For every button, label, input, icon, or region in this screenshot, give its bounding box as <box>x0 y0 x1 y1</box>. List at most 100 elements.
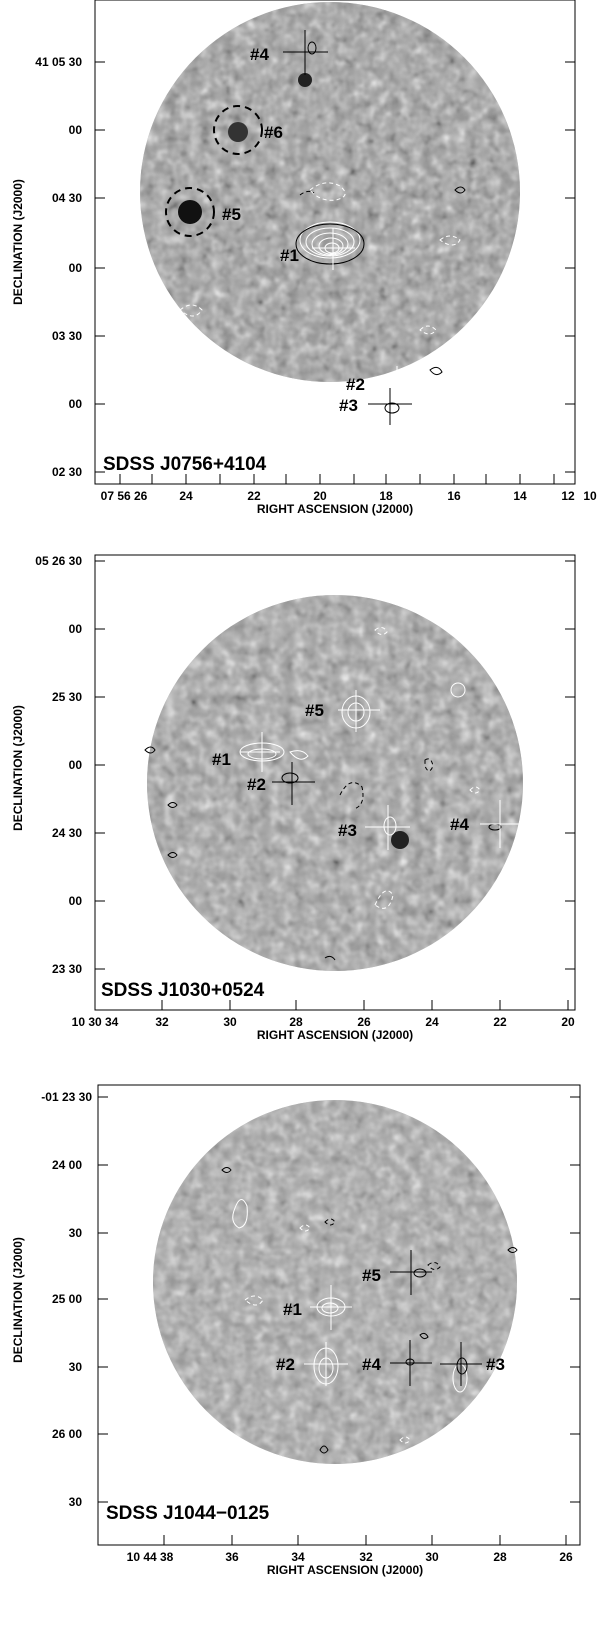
panel-3-source-labels: #1 #2 #3 #4 #5 <box>276 1266 505 1374</box>
panel-2: #1 #2 #3 #4 #5 SDSS J1030+0524 05 26 30 … <box>11 554 576 1042</box>
panel-1-black-contours <box>295 41 466 414</box>
svg-text:23 30: 23 30 <box>52 962 82 976</box>
svg-text:26: 26 <box>559 1550 573 1564</box>
svg-text:07 56 26: 07 56 26 <box>101 489 148 503</box>
svg-text:16: 16 <box>447 489 461 503</box>
svg-text:26: 26 <box>357 1015 371 1029</box>
svg-text:28: 28 <box>493 1550 507 1564</box>
panel-2-ylabel: DECLINATION (J2000) <box>11 705 25 831</box>
panel-1-contours <box>179 182 461 412</box>
svg-text:00: 00 <box>69 123 83 137</box>
svg-text:24 00: 24 00 <box>52 1158 82 1172</box>
panel-1-ytick-labels: 41 05 30 00 04 30 00 03 30 00 02 30 <box>35 55 82 479</box>
svg-text:30: 30 <box>223 1015 237 1029</box>
svg-text:20: 20 <box>313 489 327 503</box>
source-label: #1 <box>212 750 231 769</box>
svg-text:10: 10 <box>583 489 597 503</box>
source-label: #6 <box>264 123 283 142</box>
dark-blob <box>298 73 312 87</box>
source-label: #5 <box>222 205 241 224</box>
panel-3-ytick-labels: -01 23 30 24 00 30 25 00 30 26 00 30 <box>41 1090 92 1509</box>
panel-2-source-name: SDSS J1030+0524 <box>101 980 265 1001</box>
source-label: #3 <box>338 821 357 840</box>
svg-text:05 26 30: 05 26 30 <box>35 554 82 568</box>
svg-text:18: 18 <box>379 489 393 503</box>
panel-3-ylabel: DECLINATION (J2000) <box>11 1237 25 1363</box>
panel-2-ticks <box>95 560 575 1010</box>
svg-text:28: 28 <box>289 1015 303 1029</box>
svg-text:20: 20 <box>561 1015 575 1029</box>
svg-text:24: 24 <box>425 1015 439 1029</box>
svg-text:30: 30 <box>69 1360 83 1374</box>
panel-1-xlabel: RIGHT ASCENSION (J2000) <box>257 502 413 516</box>
panel-2-xtick-labels: 10 30 34 32 30 28 26 24 22 20 <box>72 1015 575 1029</box>
svg-text:04 30: 04 30 <box>52 191 82 205</box>
dark-blob <box>178 200 202 224</box>
svg-text:36: 36 <box>225 1550 239 1564</box>
source-label: #4 <box>362 1355 381 1374</box>
svg-text:00: 00 <box>69 894 83 908</box>
panel-2-ytick-labels: 05 26 30 00 25 30 00 24 30 00 23 30 <box>35 554 82 976</box>
source-label: #5 <box>362 1266 381 1285</box>
source-label: #2 <box>276 1355 295 1374</box>
panel-1-frame <box>94 0 576 485</box>
panel-2-frame <box>94 554 576 1011</box>
panel-1-dashed-circles <box>165 105 263 237</box>
panel-3: #1 #2 #3 #4 #5 SDSS J1044−0125 -01 23 30… <box>11 1084 581 1577</box>
svg-text:32: 32 <box>359 1550 373 1564</box>
svg-text:32: 32 <box>155 1015 169 1029</box>
svg-text:24 30: 24 30 <box>52 826 82 840</box>
svg-text:00: 00 <box>69 397 83 411</box>
source-label: #4 <box>450 815 469 834</box>
svg-text:30: 30 <box>69 1495 83 1509</box>
panel-2-crosshairs <box>240 690 520 850</box>
svg-text:26 00: 26 00 <box>52 1427 82 1441</box>
svg-text:41 05 30: 41 05 30 <box>35 55 82 69</box>
panel-1: #1 #2 #3 #4 #5 #6 SDSS J0756+4104 41 05 <box>11 0 597 516</box>
source-label: #1 <box>283 1300 302 1319</box>
source-label: #2 <box>346 375 365 394</box>
source-label: #3 <box>486 1355 505 1374</box>
svg-text:-01 23 30: -01 23 30 <box>41 1090 92 1104</box>
panel-1-xtick-labels: 07 56 26 24 22 20 18 16 14 12 10 <box>101 489 597 503</box>
panel-1-image <box>140 2 520 382</box>
panel-3-xlabel: RIGHT ASCENSION (J2000) <box>267 1563 423 1577</box>
panel-3-frame <box>97 1084 581 1546</box>
dark-blob <box>391 831 409 849</box>
svg-text:34: 34 <box>291 1550 305 1564</box>
panel-3-ticks <box>98 1096 580 1545</box>
source-label: #4 <box>250 45 269 64</box>
source-label: #3 <box>339 396 358 415</box>
source-label: #1 <box>280 246 299 265</box>
svg-text:14: 14 <box>513 489 527 503</box>
panel-1-source-labels: #1 #2 #3 #4 #5 #6 <box>222 45 365 415</box>
panel-2-black-contours <box>144 682 502 961</box>
panel-1-ylabel: DECLINATION (J2000) <box>11 179 25 305</box>
svg-text:10 44 38: 10 44 38 <box>127 1550 174 1564</box>
panel-3-black-contours <box>221 1167 518 1454</box>
svg-text:24: 24 <box>179 489 193 503</box>
panel-3-crosshairs <box>304 1250 482 1386</box>
svg-text:30: 30 <box>69 1226 83 1240</box>
svg-text:25 30: 25 30 <box>52 690 82 704</box>
panel-2-xlabel: RIGHT ASCENSION (J2000) <box>257 1028 413 1042</box>
svg-text:00: 00 <box>69 758 83 772</box>
svg-text:22: 22 <box>247 489 261 503</box>
panel-2-image <box>147 595 523 971</box>
panel-3-image <box>153 1100 517 1464</box>
svg-text:00: 00 <box>69 261 83 275</box>
dark-blob <box>228 122 248 142</box>
panel-2-source-labels: #1 #2 #3 #4 #5 <box>212 701 469 840</box>
svg-text:00: 00 <box>69 622 83 636</box>
panel-1-ticks <box>95 61 575 484</box>
source-label: #5 <box>305 701 324 720</box>
svg-text:30: 30 <box>425 1550 439 1564</box>
panel-3-source-name: SDSS J1044−0125 <box>106 1503 270 1524</box>
panel-1-crosshairs <box>283 30 412 425</box>
svg-text:10 30 34: 10 30 34 <box>72 1015 119 1029</box>
svg-text:25 00: 25 00 <box>52 1292 82 1306</box>
svg-text:03 30: 03 30 <box>52 329 82 343</box>
panel-3-xtick-labels: 10 44 38 36 34 32 30 28 26 <box>127 1550 573 1564</box>
svg-text:12: 12 <box>561 489 575 503</box>
